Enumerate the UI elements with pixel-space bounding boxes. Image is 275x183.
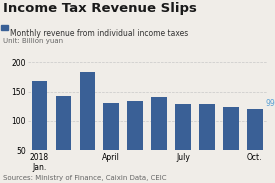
Bar	[199, 104, 215, 179]
Text: Sources: Ministry of Finance, Caixin Data, CEIC: Sources: Ministry of Finance, Caixin Dat…	[3, 175, 166, 181]
Bar	[247, 109, 263, 179]
Bar	[223, 107, 239, 179]
Bar	[151, 97, 167, 179]
Bar	[103, 103, 119, 179]
Bar	[79, 72, 95, 179]
Bar	[32, 81, 47, 179]
Text: 99.81: 99.81	[266, 100, 275, 109]
Bar	[175, 104, 191, 179]
Bar	[127, 101, 143, 179]
Text: Monthly revenue from individual income taxes: Monthly revenue from individual income t…	[10, 29, 189, 38]
Text: Income Tax Revenue Slips: Income Tax Revenue Slips	[3, 2, 197, 15]
Bar	[56, 96, 71, 179]
Text: Unit: Billion yuan: Unit: Billion yuan	[3, 38, 63, 44]
